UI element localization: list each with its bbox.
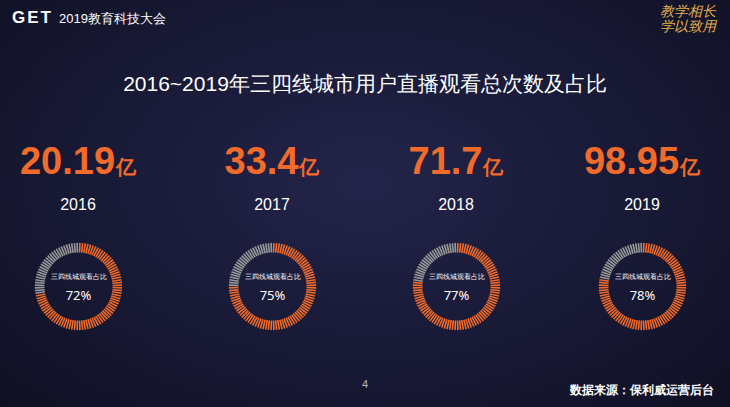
svg-text:72%: 72%	[66, 286, 92, 304]
html-text:2019: 2019	[624, 196, 660, 213]
html-text:2017: 2017	[254, 196, 290, 213]
svg-text:三四线城观看占比: 三四线城观看占比	[615, 272, 671, 281]
html-text:教学相长: 教学相长	[660, 3, 716, 19]
svg-text:三四线城观看占比: 三四线城观看占比	[245, 272, 301, 281]
html-text:学以致用: 学以致用	[660, 18, 716, 34]
svg-text:75%: 75%	[260, 286, 286, 304]
svg-text:77%: 77%	[444, 286, 470, 304]
html-text:数据来源：保利威运营后台: 数据来源：保利威运营后台	[570, 383, 714, 397]
html-text:2018: 2018	[438, 196, 474, 213]
svg-text:三四线城观看占比: 三四线城观看占比	[429, 272, 485, 281]
html-text:98.95亿: 98.95亿	[584, 140, 700, 182]
html-text:2016: 2016	[60, 196, 96, 213]
svg-text:三四线城观看占比: 三四线城观看占比	[51, 272, 107, 281]
html-text:71.7亿: 71.7亿	[408, 140, 504, 182]
html-text:20.19亿: 20.19亿	[20, 140, 136, 182]
html-text:33.4亿: 33.4亿	[224, 140, 320, 182]
html-text:2016~2019年三四线城市用户直播观看总次数及占比: 2016~2019年三四线城市用户直播观看总次数及占比	[123, 72, 607, 95]
html-text:4: 4	[361, 378, 369, 390]
html-text:GET 2019教育科技大会: GET 2019教育科技大会	[12, 8, 166, 27]
svg-text:78%: 78%	[630, 286, 656, 304]
